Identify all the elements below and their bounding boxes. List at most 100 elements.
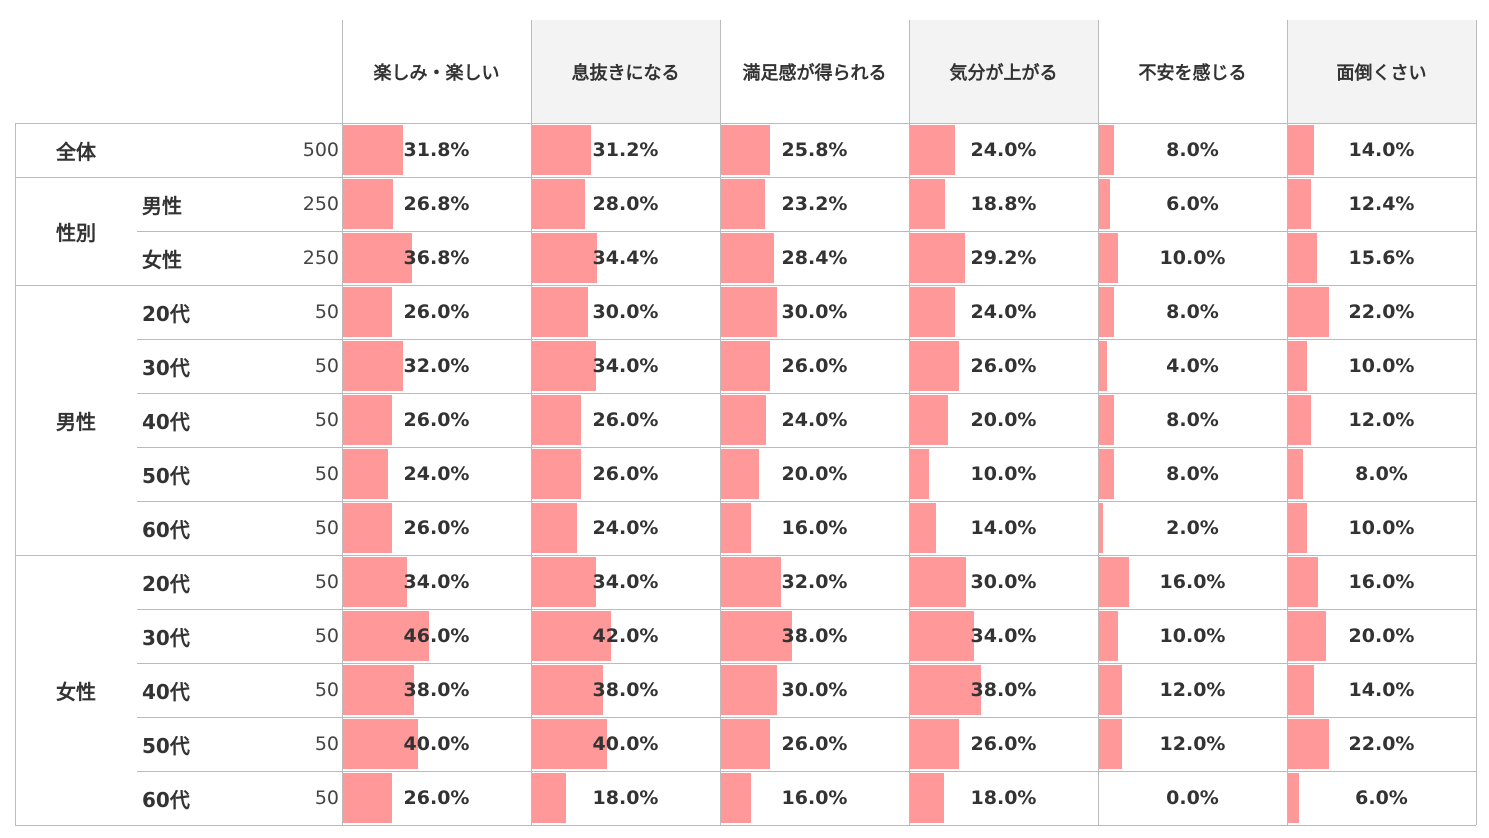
column-header-background xyxy=(532,20,720,123)
value-label: 26.0% xyxy=(403,409,470,431)
value-label: 12.4% xyxy=(1348,193,1415,215)
value-bar xyxy=(343,449,389,499)
value-label: 14.0% xyxy=(1348,139,1415,161)
value-bar xyxy=(532,665,604,715)
row-label: 60代 xyxy=(142,517,190,542)
value-bar xyxy=(1099,395,1115,445)
value-label: 18.0% xyxy=(970,787,1037,809)
value-label: 8.0% xyxy=(1355,463,1408,485)
value-bar xyxy=(1288,719,1330,769)
value-bar xyxy=(532,341,596,391)
value-label: 46.0% xyxy=(403,625,470,647)
value-label: 16.0% xyxy=(781,787,848,809)
value-bar xyxy=(1099,179,1111,229)
row-label: 20代 xyxy=(142,571,190,596)
value-bar xyxy=(721,233,775,283)
value-label: 34.0% xyxy=(403,571,470,593)
value-bar xyxy=(532,233,597,283)
row-border xyxy=(137,501,1476,502)
value-label: 32.0% xyxy=(781,571,848,593)
column-border xyxy=(1098,20,1099,825)
value-bar xyxy=(1099,665,1122,715)
sample-size: 250 xyxy=(302,247,339,269)
value-bar xyxy=(343,287,392,337)
row-border xyxy=(137,663,1476,664)
column-border xyxy=(720,20,721,825)
value-label: 10.0% xyxy=(1348,517,1415,539)
value-label: 12.0% xyxy=(1348,409,1415,431)
value-bar xyxy=(532,179,585,229)
value-label: 14.0% xyxy=(970,517,1037,539)
value-bar xyxy=(343,125,403,175)
value-label: 31.8% xyxy=(403,139,470,161)
column-header-background xyxy=(910,20,1098,123)
value-bar xyxy=(532,773,566,823)
group-border xyxy=(15,285,1476,286)
sample-size: 50 xyxy=(314,787,339,809)
value-label: 12.0% xyxy=(1159,733,1226,755)
value-label: 38.0% xyxy=(592,679,659,701)
value-label: 8.0% xyxy=(1166,139,1219,161)
value-bar xyxy=(721,503,752,553)
value-label: 30.0% xyxy=(781,301,848,323)
value-label: 8.0% xyxy=(1166,301,1219,323)
row-label: 60代 xyxy=(142,787,190,812)
value-bar xyxy=(343,233,413,283)
value-bar xyxy=(532,449,581,499)
row-border xyxy=(137,609,1476,610)
value-label: 8.0% xyxy=(1166,463,1219,485)
value-label: 30.0% xyxy=(592,301,659,323)
value-label: 34.4% xyxy=(592,247,659,269)
row-border xyxy=(137,393,1476,394)
value-bar xyxy=(721,287,778,337)
value-bar xyxy=(1288,611,1326,661)
value-label: 26.0% xyxy=(403,787,470,809)
value-bar xyxy=(532,503,578,553)
value-bar xyxy=(343,665,415,715)
column-header: 息抜きになる xyxy=(571,62,680,84)
value-bar xyxy=(1099,341,1107,391)
value-bar xyxy=(910,287,956,337)
sample-size: 50 xyxy=(314,625,339,647)
value-bar xyxy=(343,773,392,823)
row-label: 40代 xyxy=(142,409,190,434)
value-bar xyxy=(343,341,404,391)
value-bar xyxy=(1099,449,1115,499)
value-label: 18.8% xyxy=(970,193,1037,215)
row-label: 30代 xyxy=(142,625,190,650)
row-label: 男性 xyxy=(142,193,182,218)
value-label: 15.6% xyxy=(1348,247,1415,269)
value-bar xyxy=(1288,557,1319,607)
value-label: 2.0% xyxy=(1166,517,1219,539)
row-border xyxy=(137,717,1476,718)
value-bar xyxy=(1288,341,1307,391)
value-label: 34.0% xyxy=(970,625,1037,647)
value-label: 31.2% xyxy=(592,139,659,161)
value-bar xyxy=(343,719,419,769)
value-bar xyxy=(1288,179,1312,229)
value-bar xyxy=(1288,395,1311,445)
value-label: 36.8% xyxy=(403,247,470,269)
sample-size: 50 xyxy=(314,571,339,593)
value-label: 28.0% xyxy=(592,193,659,215)
column-border xyxy=(909,20,910,825)
value-bar xyxy=(721,449,759,499)
value-label: 26.0% xyxy=(781,733,848,755)
row-border xyxy=(137,771,1476,772)
value-label: 20.0% xyxy=(781,463,848,485)
value-label: 24.0% xyxy=(592,517,659,539)
value-bar xyxy=(343,179,394,229)
value-label: 6.0% xyxy=(1355,787,1408,809)
value-bar xyxy=(721,395,767,445)
column-header: 不安を感じる xyxy=(1138,62,1247,84)
value-bar xyxy=(1099,287,1115,337)
sample-size: 50 xyxy=(314,409,339,431)
value-label: 22.0% xyxy=(1348,301,1415,323)
value-bar xyxy=(1288,287,1330,337)
sample-size: 50 xyxy=(314,733,339,755)
value-bar xyxy=(343,557,407,607)
group-label: 男性 xyxy=(56,409,96,434)
value-bar xyxy=(343,503,392,553)
value-label: 24.0% xyxy=(970,139,1037,161)
group-label: 全体 xyxy=(56,139,96,164)
